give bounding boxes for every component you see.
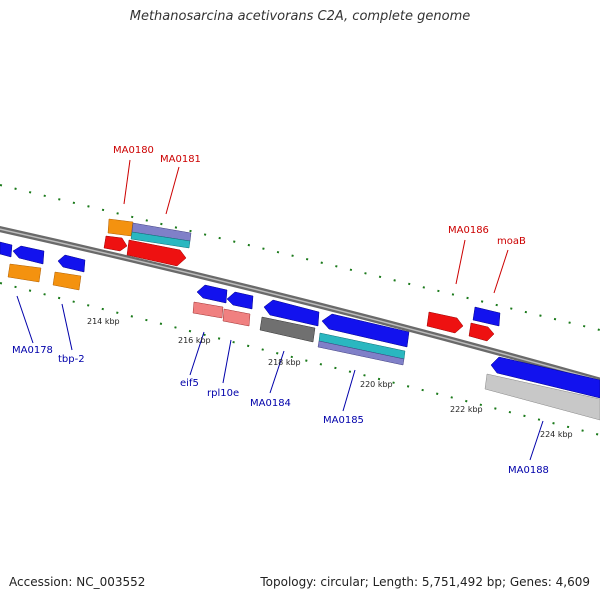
leader-ma0185 bbox=[342, 369, 356, 412]
gene-tbp2-blue[interactable] bbox=[57, 254, 86, 273]
reverse-genes bbox=[0, 241, 600, 421]
leader-ma0178 bbox=[16, 295, 34, 344]
gene-eif5-blue[interactable] bbox=[196, 284, 228, 304]
leader-tbp2 bbox=[61, 303, 73, 351]
leader-eif5 bbox=[189, 331, 205, 376]
gene-ma0184-gray[interactable] bbox=[259, 316, 316, 343]
gene-label-ma0185[interactable]: MA0185 bbox=[323, 415, 364, 426]
gene-label-rpl10e[interactable]: rpl10e bbox=[207, 388, 239, 399]
gene-ma0184-blue[interactable] bbox=[263, 299, 320, 327]
gene-label-ma0186[interactable]: MA0186 bbox=[448, 225, 489, 236]
gene-label-ma0178[interactable]: MA0178 bbox=[12, 345, 53, 356]
gene-rpl10e-pink[interactable] bbox=[222, 308, 251, 327]
gene-label-ma0180[interactable]: MA0180 bbox=[113, 145, 154, 156]
gene-ma0180-red[interactable] bbox=[103, 235, 128, 252]
leader-ma0181 bbox=[165, 166, 180, 215]
backbone-highlight bbox=[0, 228, 600, 382]
gene-ma0185-band-purple[interactable] bbox=[317, 340, 405, 366]
tick-label-218: 218 kbp bbox=[268, 358, 301, 367]
gene-ma0181-band-teal[interactable] bbox=[130, 231, 191, 249]
gene-ma0188-lightgray[interactable] bbox=[484, 373, 600, 421]
label-leader-lines bbox=[16, 159, 544, 461]
tick-label-214: 214 kbp bbox=[87, 317, 120, 326]
gene-moab-blue[interactable] bbox=[472, 306, 501, 327]
leader-rpl10e bbox=[222, 339, 232, 384]
leader-moab bbox=[493, 249, 509, 294]
gene-label-tbp2[interactable]: tbp-2 bbox=[58, 354, 85, 365]
scale-labels: 214 kbp 216 kbp 218 kbp 220 kbp 222 kbp … bbox=[87, 317, 573, 439]
tick-label-222: 222 kbp bbox=[450, 405, 483, 414]
gene-ma0180-feature[interactable] bbox=[107, 218, 134, 237]
gene-ma0178-orange[interactable] bbox=[7, 263, 42, 283]
leader-ma0188 bbox=[529, 420, 544, 461]
gene-moab-red[interactable] bbox=[468, 322, 495, 342]
gene-label-moab[interactable]: moaB bbox=[497, 236, 526, 247]
gene-eif5-pink[interactable] bbox=[192, 301, 224, 319]
leader-ma0180 bbox=[123, 159, 131, 205]
gene-rpl10e-blue[interactable] bbox=[226, 291, 254, 310]
map-title: Methanosarcina acetivorans C2A, complete… bbox=[129, 9, 471, 24]
genome-backbone bbox=[0, 226, 600, 384]
accession-text: Accession: NC_003552 bbox=[9, 575, 146, 589]
gene-ma0185-blue[interactable] bbox=[321, 313, 410, 348]
gene-label-ma0188[interactable]: MA0188 bbox=[508, 465, 549, 476]
gene-label-ma0184[interactable]: MA0184 bbox=[250, 398, 291, 409]
gene-ma0178-blue[interactable] bbox=[12, 245, 45, 265]
leader-ma0186 bbox=[455, 239, 466, 285]
gene-label-ma0181[interactable]: MA0181 bbox=[160, 154, 201, 165]
tick-label-224: 224 kbp bbox=[540, 430, 573, 439]
gene-ma0181-red[interactable] bbox=[126, 239, 187, 267]
gene-edge-blue[interactable] bbox=[0, 241, 13, 258]
tick-label-216: 216 kbp bbox=[178, 336, 211, 345]
gene-ma0186-red[interactable] bbox=[426, 311, 464, 334]
forward-genes bbox=[103, 218, 501, 342]
gene-labels: MA0180 MA0181 MA0186 moaB MA0178 tbp-2 e… bbox=[12, 145, 549, 476]
gene-ma0188-blue[interactable] bbox=[490, 356, 600, 399]
tick-label-220: 220 kbp bbox=[360, 380, 393, 389]
gene-label-eif5[interactable]: eif5 bbox=[180, 378, 199, 389]
gene-tbp2-orange[interactable] bbox=[52, 271, 82, 291]
leader-ma0184 bbox=[269, 350, 285, 394]
genome-stats-text: Topology: circular; Length: 5,751,492 bp… bbox=[260, 575, 590, 589]
